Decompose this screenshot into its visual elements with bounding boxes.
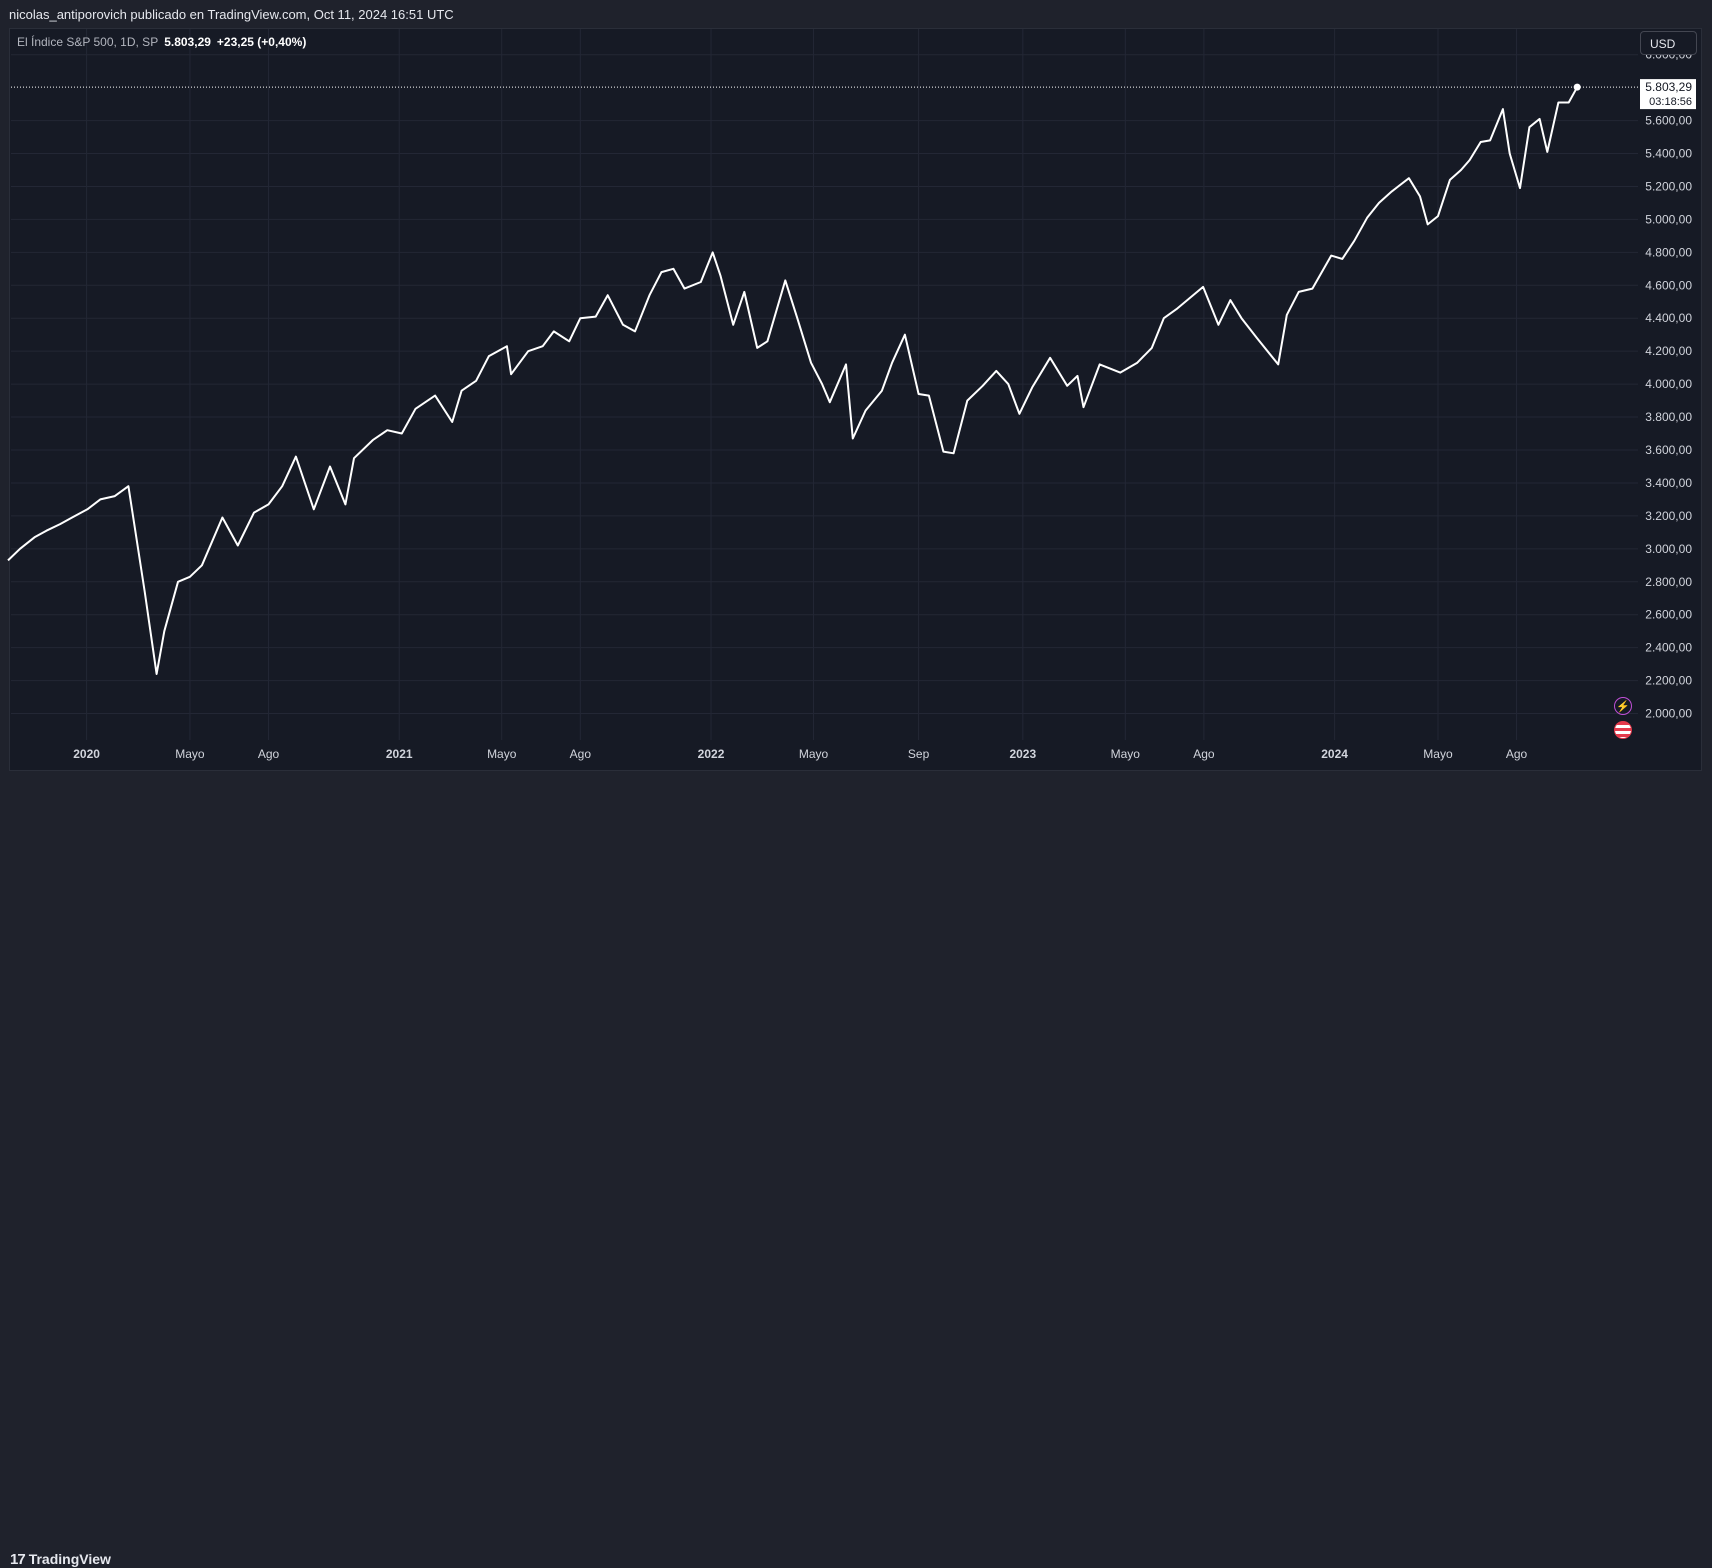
- y-tick-label: 4.200,00: [1645, 344, 1692, 358]
- y-tick-label: 4.600,00: [1645, 278, 1692, 292]
- y-tick-label: 2.000,00: [1645, 707, 1692, 721]
- y-tick-label: 5.600,00: [1645, 114, 1692, 128]
- x-tick-label: Mayo: [1111, 747, 1141, 761]
- y-tick-label: 2.600,00: [1645, 608, 1692, 622]
- y-tick-label: 3.800,00: [1645, 410, 1692, 424]
- tradingview-logo[interactable]: 17 TradingView: [10, 1551, 111, 1568]
- x-tick-label: 2024: [1321, 747, 1348, 761]
- last-price-value: 5.803,29: [1645, 80, 1692, 94]
- x-tick-label: 2021: [386, 747, 413, 761]
- x-tick-label: Mayo: [175, 747, 205, 761]
- tradingview-logo-icon: 17: [10, 1551, 26, 1568]
- symbol-legend[interactable]: El Índice S&P 500, 1D, SP 5.803,29 +23,25 …: [17, 35, 306, 49]
- time-axis[interactable]: 2020 Mayo Ago 2021 Mayo Ago 2022 Mayo Sep 2023 May…: [73, 747, 1527, 761]
- x-tick-label: 2020: [73, 747, 100, 761]
- last-price-dot: [1573, 83, 1581, 91]
- us-flag-icon[interactable]: [1614, 721, 1632, 739]
- price-axis[interactable]: 2.000,00 2.200,00 2.400,00 2.600,00 2.800,00…: [1645, 48, 1692, 721]
- y-tick-label: 2.400,00: [1645, 641, 1692, 655]
- y-tick-label: 3.400,00: [1645, 476, 1692, 490]
- currency-button[interactable]: USD: [1640, 31, 1697, 55]
- x-tick-label: Mayo: [1423, 747, 1453, 761]
- x-tick-label: 2022: [698, 747, 725, 761]
- y-tick-label: 3.000,00: [1645, 542, 1692, 556]
- y-tick-label: 3.200,00: [1645, 509, 1692, 523]
- price-change: +23,25 (+0,40%): [216, 35, 307, 49]
- last-price-marker: 5.803,29 03:18:56: [11, 79, 1696, 110]
- footer: 17 TradingView: [0, 771, 1712, 1568]
- lightning-icon[interactable]: ⚡: [1614, 697, 1632, 715]
- x-tick-label: Ago: [570, 747, 592, 761]
- grid-lines: [11, 29, 1638, 740]
- y-tick-label: 2.800,00: [1645, 575, 1692, 589]
- symbol-info: El Índice S&P 500, 1D, SP: [17, 35, 159, 49]
- x-tick-label: Ago: [1193, 747, 1215, 761]
- x-tick-label: Mayo: [799, 747, 829, 761]
- tradingview-logo-text: TradingView: [28, 1551, 111, 1567]
- x-tick-label: Ago: [258, 747, 280, 761]
- x-tick-label: Mayo: [487, 747, 517, 761]
- y-tick-label: 4.000,00: [1645, 377, 1692, 391]
- y-tick-label: 5.400,00: [1645, 147, 1692, 161]
- x-tick-label: 2023: [1009, 747, 1036, 761]
- publisher-bar: nicolas_antiporovich publicado en Tradin…: [0, 0, 1712, 28]
- y-tick-label: 3.600,00: [1645, 443, 1692, 457]
- y-tick-label: 5.200,00: [1645, 179, 1692, 193]
- countdown-label: 03:18:56: [1649, 96, 1692, 108]
- y-tick-label: 4.800,00: [1645, 245, 1692, 259]
- price-line: [7, 86, 1579, 675]
- last-value: 5.803,29: [164, 35, 211, 49]
- publisher-line: nicolas_antiporovich publicado en Tradin…: [9, 7, 454, 22]
- x-tick-label: Sep: [908, 747, 930, 761]
- x-tick-label: Ago: [1506, 747, 1528, 761]
- y-tick-label: 2.200,00: [1645, 674, 1692, 688]
- y-tick-label: 5.000,00: [1645, 212, 1692, 226]
- last-price-box: [1640, 79, 1696, 110]
- y-tick-label: 4.400,00: [1645, 311, 1692, 325]
- price-chart[interactable]: 2.000,00 2.200,00 2.400,00 2.600,00 2.800,00…: [0, 0, 1712, 807]
- price-series: [7, 86, 1579, 675]
